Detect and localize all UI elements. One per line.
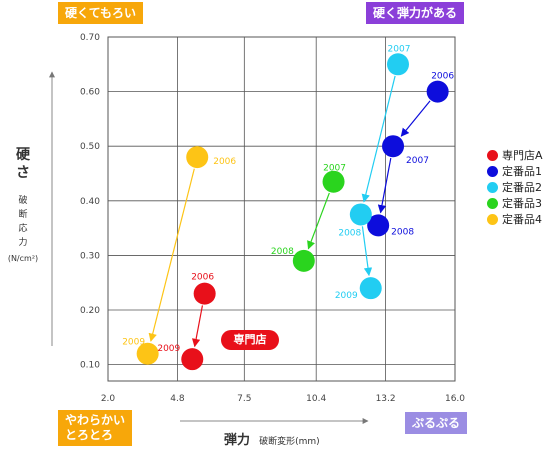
point-year-label: 2009 bbox=[157, 344, 180, 354]
legend-label: 専門店A bbox=[502, 149, 543, 162]
x-axis-label-main: 弾力 bbox=[224, 433, 251, 448]
point-year-label: 2006 bbox=[213, 157, 236, 167]
x-tick-label: 10.4 bbox=[306, 394, 326, 404]
point-year-label: 2006 bbox=[431, 72, 454, 82]
trend-arrow bbox=[148, 168, 195, 342]
legend-swatch bbox=[487, 213, 498, 225]
corner-label-bottom-left-line1: やわらかい bbox=[65, 413, 126, 427]
x-tick-label: 13.2 bbox=[376, 394, 396, 404]
corner-label-top-right: 硬く弾力がある bbox=[366, 2, 465, 24]
legend-label: 定番品3 bbox=[502, 197, 542, 210]
trend-arrow bbox=[307, 192, 330, 250]
plot-frame bbox=[107, 36, 456, 382]
data-point bbox=[386, 53, 409, 76]
y-tick-label: 0.40 bbox=[80, 197, 100, 207]
trend-arrow bbox=[400, 100, 431, 137]
data-point bbox=[382, 135, 405, 158]
trend-arrow bbox=[191, 305, 204, 348]
data-point bbox=[359, 277, 382, 300]
legend-swatch bbox=[487, 181, 498, 193]
legend-item: 専門店A bbox=[487, 147, 543, 163]
data-point bbox=[193, 282, 216, 305]
data-point bbox=[322, 170, 345, 193]
y-axis-label: 硬 さ 破断応力 (N/cm²) bbox=[2, 146, 44, 263]
trend-arrow bbox=[377, 157, 392, 214]
legend-item: 定番品1 bbox=[487, 163, 543, 179]
data-point bbox=[349, 203, 372, 226]
y-tick-label: 0.70 bbox=[80, 33, 100, 43]
data-point bbox=[426, 80, 449, 103]
point-year-label: 2009 bbox=[122, 338, 145, 348]
point-year-label: 2007 bbox=[323, 164, 346, 174]
point-year-label: 2006 bbox=[191, 273, 214, 283]
data-point bbox=[367, 214, 390, 237]
x-tick-label: 16.0 bbox=[445, 394, 465, 404]
data-point bbox=[292, 249, 315, 272]
data-point bbox=[186, 146, 209, 169]
callout-badge: 専門店 bbox=[221, 330, 279, 350]
legend-label: 定番品1 bbox=[502, 165, 542, 178]
x-tick-label: 7.5 bbox=[237, 394, 251, 404]
data-point bbox=[181, 348, 204, 371]
x-tick-label: 4.8 bbox=[170, 394, 185, 404]
legend-label: 定番品2 bbox=[502, 181, 542, 194]
point-year-label: 2008 bbox=[271, 247, 294, 257]
legend-item: 定番品4 bbox=[487, 211, 543, 227]
legend-swatch bbox=[487, 149, 498, 161]
x-tick-label: 2.0 bbox=[101, 394, 116, 404]
y-tick-label: 0.50 bbox=[80, 142, 100, 152]
trend-arrow bbox=[361, 226, 373, 277]
point-year-label: 2008 bbox=[391, 227, 414, 237]
y-axis-label-main-2: さ bbox=[16, 165, 30, 181]
legend-item: 定番品2 bbox=[487, 179, 543, 195]
point-year-label: 2007 bbox=[406, 156, 429, 166]
y-axis-label-main-1: 硬 bbox=[16, 147, 30, 163]
data-point bbox=[136, 342, 159, 365]
point-year-label: 2007 bbox=[388, 44, 411, 54]
corner-label-bottom-right: ぷるぷる bbox=[405, 412, 468, 434]
y-axis-label-unit: (N/cm²) bbox=[7, 254, 39, 263]
x-axis-label-sub: 破断変形(mm) bbox=[259, 437, 320, 447]
legend-label: 定番品4 bbox=[502, 213, 542, 226]
point-year-label: 2009 bbox=[335, 291, 358, 301]
trend-arrow bbox=[361, 75, 396, 203]
legend-swatch bbox=[487, 165, 498, 177]
legend-swatch bbox=[487, 197, 498, 209]
corner-label-top-left: 硬くてもろい bbox=[58, 2, 144, 24]
legend: 専門店A 定番品1 定番品2 定番品3 定番品4 bbox=[487, 147, 543, 227]
legend-item: 定番品3 bbox=[487, 195, 543, 211]
y-tick-label: 0.60 bbox=[80, 88, 100, 98]
corner-label-bottom-left-line2: とろとろ bbox=[65, 428, 114, 442]
y-tick-label: 0.30 bbox=[80, 251, 100, 261]
y-tick-label: 0.10 bbox=[80, 361, 100, 371]
y-axis-label-sub: 破断応力 bbox=[18, 196, 28, 248]
x-axis-label: 弾力 破断変形(mm) bbox=[224, 429, 320, 448]
y-tick-label: 0.20 bbox=[80, 306, 100, 316]
corner-label-bottom-left: やわらかい とろとろ bbox=[58, 410, 133, 446]
point-year-label: 2008 bbox=[338, 228, 361, 238]
